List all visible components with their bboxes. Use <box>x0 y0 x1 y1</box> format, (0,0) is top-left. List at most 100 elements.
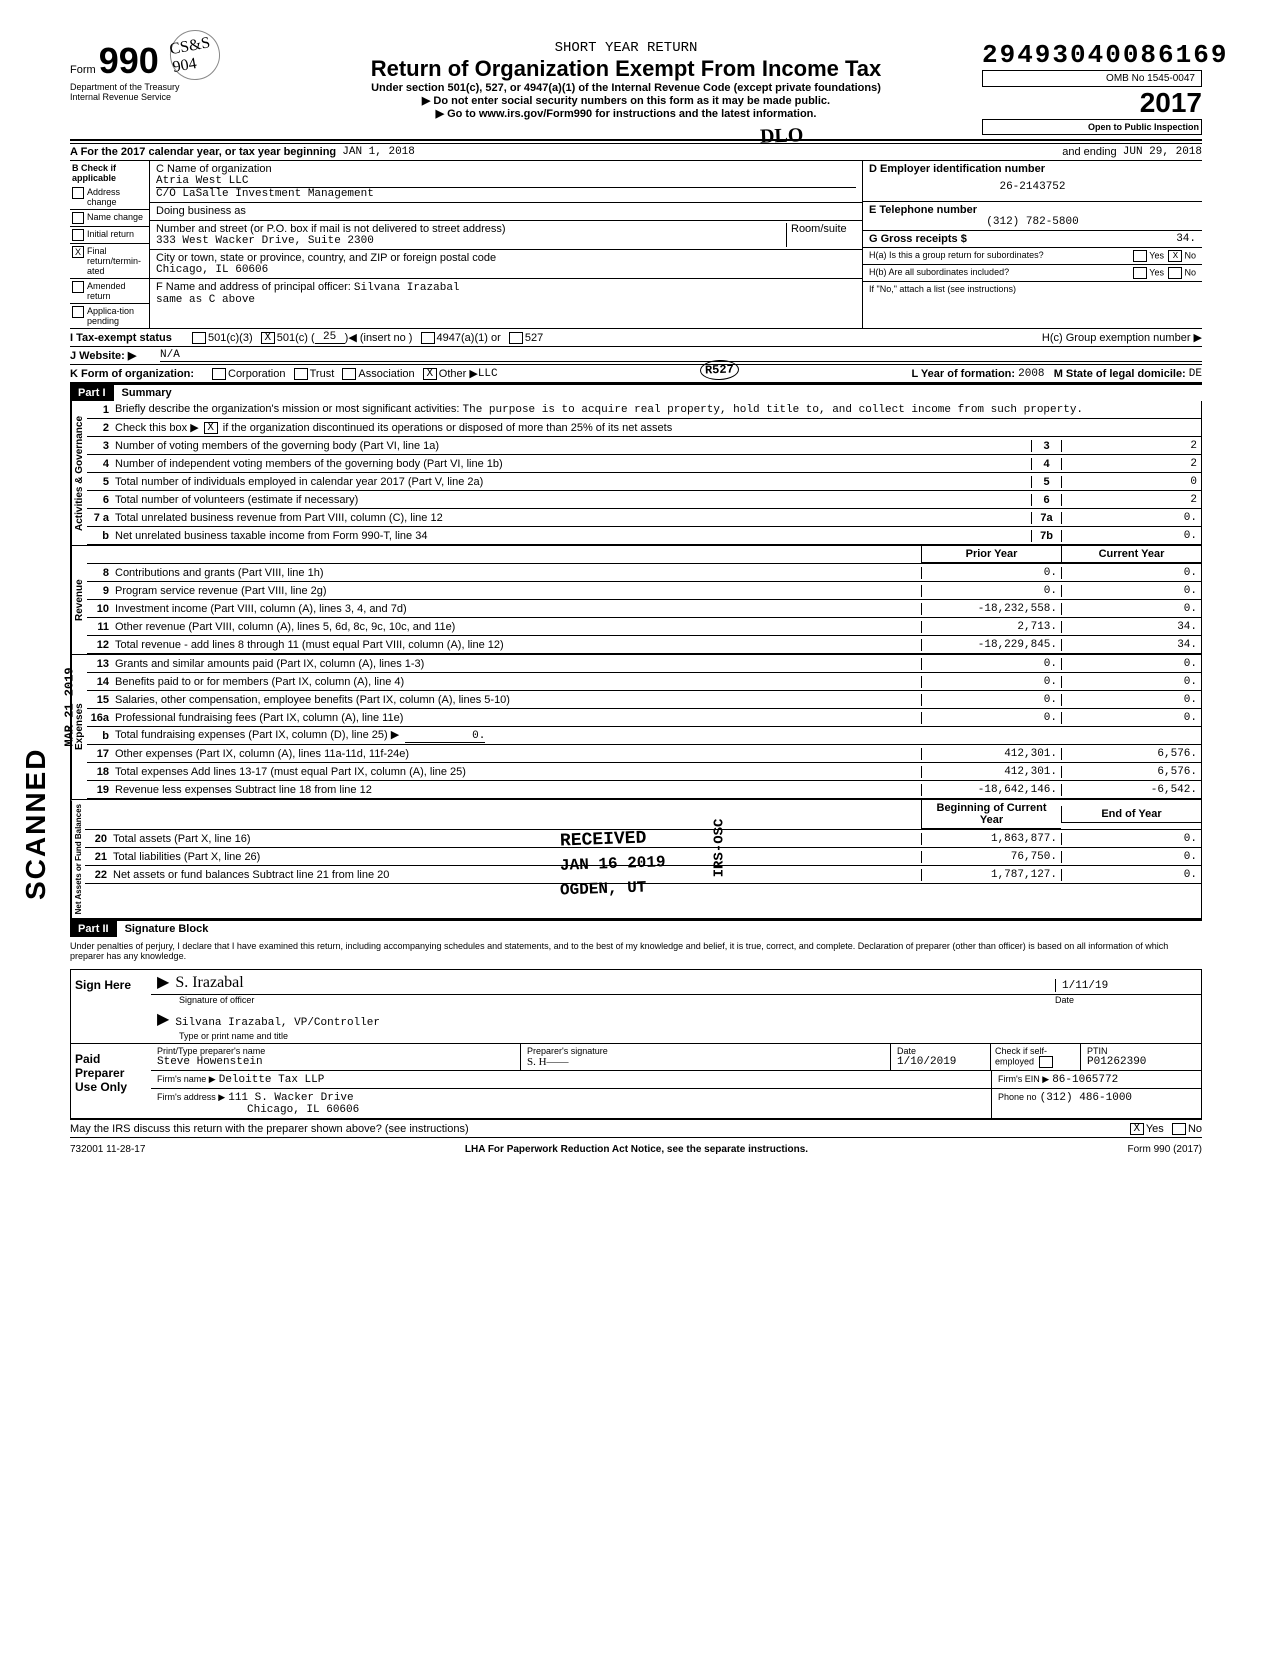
cb-discuss-yes[interactable]: X <box>1130 1123 1144 1135</box>
prior-year-value: 2,713. <box>921 621 1061 633</box>
line-desc: Net unrelated business taxable income fr… <box>115 530 1031 542</box>
line-desc: Total assets (Part X, line 16) <box>113 833 921 845</box>
cb-self-employed[interactable] <box>1039 1056 1053 1068</box>
footer-form: Form 990 (2017) <box>1128 1144 1202 1155</box>
group-return-label: H(a) Is this a group return for subordin… <box>869 250 1044 262</box>
cb-trust[interactable] <box>294 368 308 380</box>
prior-year-value: 0. <box>921 567 1061 579</box>
form-subtitle: Under section 501(c), 527, or 4947(a)(1)… <box>270 82 982 94</box>
cb-discontinued[interactable]: X <box>204 422 218 434</box>
line-number: 12 <box>87 639 115 651</box>
group-return-yes[interactable] <box>1133 250 1147 262</box>
checkbox-amended[interactable] <box>72 281 84 293</box>
line-value: 2 <box>1061 494 1201 506</box>
preparer-signature: S. H—— <box>527 1056 884 1068</box>
website-label: J Website: ▶ <box>70 349 160 362</box>
opt-corporation: Corporation <box>228 368 285 380</box>
line-number: 10 <box>87 603 115 615</box>
current-year-value: 0. <box>1061 712 1201 724</box>
perjury-statement: Under penalties of perjury, I declare th… <box>70 937 1202 965</box>
subordinates-yes[interactable] <box>1133 267 1147 279</box>
checkbox-initial-return[interactable] <box>72 229 84 241</box>
current-year-value: 34. <box>1061 621 1201 633</box>
footer-code: 732001 11-28-17 <box>70 1144 145 1155</box>
prior-year-value: 412,301. <box>921 748 1061 760</box>
line-value: 0. <box>1061 530 1201 542</box>
discuss-with-preparer: May the IRS discuss this return with the… <box>70 1123 1128 1135</box>
line-number: 9 <box>87 585 115 597</box>
city-value: Chicago, IL 60606 <box>156 264 856 276</box>
cb-501c3[interactable] <box>192 332 206 344</box>
street-value: 333 West Wacker Drive, Suite 2300 <box>156 235 786 247</box>
checkbox-name-change[interactable] <box>72 212 84 224</box>
line-number: 22 <box>85 869 113 881</box>
tax-year-end: JUN 29, 2018 <box>1123 146 1202 158</box>
firm-name: Deloitte Tax LLP <box>219 1074 325 1086</box>
current-year-value: 0. <box>1061 658 1201 670</box>
current-year-value: 6,576. <box>1061 748 1201 760</box>
ptin-value: P01262390 <box>1087 1056 1195 1068</box>
current-year-header: Current Year <box>1061 546 1201 563</box>
form-number: 990 <box>99 40 159 81</box>
line-cell: 5 <box>1031 476 1061 488</box>
checkbox-application-pending[interactable] <box>72 306 84 318</box>
cb-501c[interactable]: X <box>261 332 275 344</box>
line-number: b <box>87 730 115 742</box>
line-number: b <box>87 530 115 542</box>
dept-irs: Internal Revenue Service <box>70 92 270 102</box>
current-year-value: 0. <box>1061 567 1201 579</box>
form-title: Return of Organization Exempt From Incom… <box>270 56 982 82</box>
cb-association[interactable] <box>342 368 356 380</box>
line-value: 2 <box>1061 440 1201 452</box>
checkbox-final-return[interactable]: X <box>72 246 84 258</box>
phone-label: E Telephone number <box>869 204 1196 216</box>
opt-501c: 501(c) ( <box>277 332 315 344</box>
ein-value: 26-2143752 <box>869 175 1196 199</box>
line-cell: 4 <box>1031 458 1061 470</box>
line-number: 11 <box>87 621 115 633</box>
line-desc: Program service revenue (Part VIII, line… <box>115 585 921 597</box>
tax-year-begin: JAN 1, 2018 <box>342 146 415 158</box>
group-return-no[interactable]: X <box>1168 250 1182 262</box>
preparer-date-label: Date <box>897 1046 984 1056</box>
officer-name: Silvana Irazabal <box>354 282 460 294</box>
cb-527[interactable] <box>509 332 523 344</box>
prior-year-value: -18,232,558. <box>921 603 1061 615</box>
city-label: City or town, state or province, country… <box>156 252 856 264</box>
opt-insert-no: )◀ (insert no ) <box>345 331 413 344</box>
other-value: LLC <box>478 368 498 380</box>
line-number: 15 <box>87 694 115 706</box>
current-year-value: 0. <box>1061 833 1201 845</box>
line-desc: Total number of individuals employed in … <box>115 476 1031 488</box>
prior-year-value: 0. <box>921 658 1061 670</box>
boy-header: Beginning of Current Year <box>921 800 1061 829</box>
no-label: No <box>1184 250 1196 260</box>
form-warning-2: ▶ Go to www.irs.gov/Form990 for instruct… <box>270 107 982 120</box>
omb-number: OMB No 1545-0047 <box>982 70 1202 87</box>
current-year-value: 0. <box>1061 603 1201 615</box>
line-cell: 7b <box>1031 530 1061 542</box>
cb-discuss-no[interactable] <box>1172 1123 1186 1135</box>
officer-typed-name: Silvana Irazabal, VP/Controller <box>175 1017 1195 1029</box>
org-name-label: C Name of organization <box>156 163 856 175</box>
tax-exempt-status-label: I Tax-exempt status <box>70 332 190 344</box>
line-cell: 6 <box>1031 494 1061 506</box>
street-label: Number and street (or P.O. box if mail i… <box>156 223 786 235</box>
line-number: 20 <box>85 833 113 845</box>
cb-corporation[interactable] <box>212 368 226 380</box>
cb-label: Final return/termin-ated <box>87 246 147 276</box>
subordinates-no[interactable] <box>1168 267 1182 279</box>
opt-trust: Trust <box>310 368 335 380</box>
arrow-icon: ▶ <box>157 1009 169 1029</box>
cb-other[interactable]: X <box>423 368 437 380</box>
prior-year-value: 76,750. <box>921 851 1061 863</box>
cb-4947[interactable] <box>421 332 435 344</box>
line-a-label: A For the 2017 calendar year, or tax yea… <box>70 146 336 158</box>
subordinates-note: If "No," attach a list (see instructions… <box>863 282 1202 296</box>
prior-year-value: 412,301. <box>921 766 1061 778</box>
cb-label: Address change <box>87 187 147 207</box>
vtab-revenue: Revenue <box>71 546 87 654</box>
preparer-name: Steve Howenstein <box>157 1056 514 1068</box>
checkbox-address-change[interactable] <box>72 187 84 199</box>
filing-number: 29493040086169 <box>982 40 1202 70</box>
